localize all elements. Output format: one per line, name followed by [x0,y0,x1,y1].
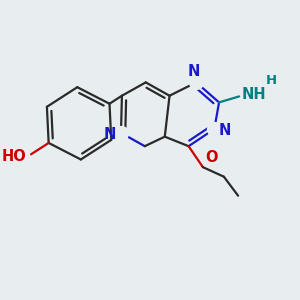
Text: N: N [219,124,231,139]
Text: NH: NH [242,87,267,102]
Text: N: N [104,127,116,142]
Text: O: O [205,150,217,165]
Text: H: H [266,74,277,87]
Text: HO: HO [2,149,26,164]
Text: N: N [188,64,200,79]
